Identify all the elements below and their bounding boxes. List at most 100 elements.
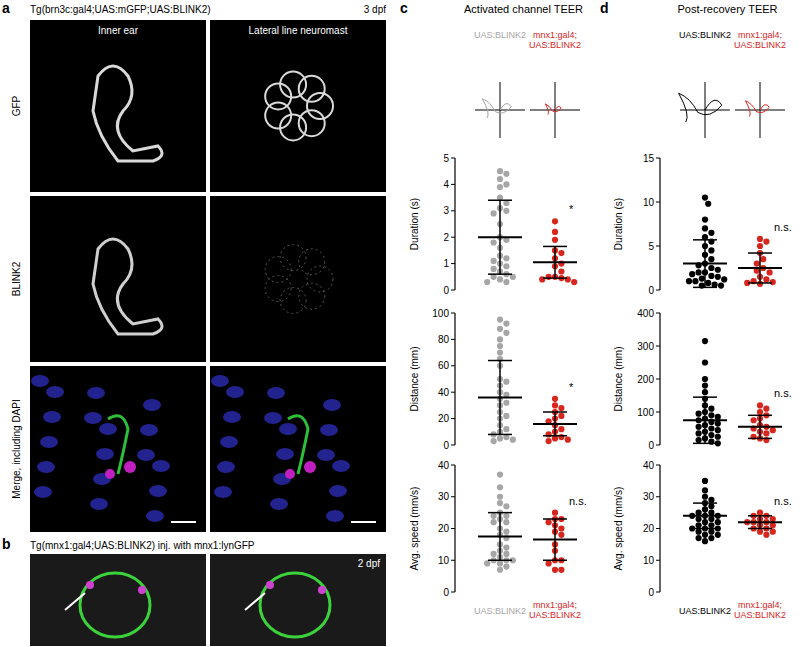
nucleus (31, 375, 49, 387)
dot (696, 522, 702, 528)
dot (696, 424, 702, 430)
y-tick-label: 40 (438, 387, 450, 398)
dot (552, 218, 558, 224)
dot (702, 478, 708, 484)
dot (692, 278, 698, 284)
dot (760, 256, 766, 262)
y-tick-label: 80 (438, 334, 450, 345)
dot (702, 383, 708, 389)
cell-outline (299, 76, 325, 102)
dot (558, 434, 564, 440)
nucleus (87, 387, 105, 399)
blink2-signal (138, 586, 146, 594)
sd-bar (499, 513, 501, 561)
y-tick-label: 200 (637, 374, 654, 385)
y-tick-label: 0 (648, 285, 654, 296)
dot (705, 280, 711, 286)
dot (696, 516, 702, 522)
dot (770, 529, 776, 535)
sd-bar (554, 519, 556, 560)
nucleus (34, 486, 52, 498)
dot (708, 256, 714, 262)
x-label: UAS:BLINK2 (474, 606, 526, 616)
dot (757, 243, 763, 249)
sd-cap (543, 411, 567, 413)
dot (497, 500, 503, 506)
y-tick (656, 496, 660, 497)
y-tick-label: 10 (438, 555, 450, 566)
dot (770, 427, 776, 433)
chart: 010203040Avg. speed (mm/s)n.s. (613, 460, 792, 598)
dot (708, 425, 714, 431)
sd-cap (488, 434, 512, 436)
dot (497, 484, 503, 490)
group-label: mnx1:gal4;UAS:BLINK2 (734, 30, 786, 50)
dot (715, 434, 721, 440)
dot (708, 510, 714, 516)
dot (763, 430, 769, 436)
dot (558, 413, 564, 419)
dot (708, 412, 714, 418)
sd-cap (543, 246, 567, 248)
y-tick-label: 40 (643, 460, 655, 471)
y-tick (656, 528, 660, 529)
sd-cap (488, 199, 512, 201)
y-tick-label: 40 (438, 460, 450, 471)
dot (497, 276, 503, 282)
y-tick (656, 465, 660, 466)
y-tick-label: 3 (443, 205, 449, 216)
dot (503, 544, 509, 550)
dot (702, 389, 708, 395)
dot (484, 560, 490, 566)
dot (497, 494, 503, 500)
chart: 010203040Avg. speed (mm/s)n.s. (409, 460, 587, 598)
dot (497, 560, 503, 566)
y-tick (656, 412, 660, 413)
dot (558, 268, 564, 274)
y-tick (656, 290, 660, 291)
dot (696, 535, 702, 541)
significance: n.s. (774, 495, 792, 507)
y-tick-label: 400 (637, 308, 654, 319)
sd-cap (543, 277, 567, 279)
significance: n.s. (774, 387, 792, 399)
y-tick-label: 300 (637, 341, 654, 352)
group-label: UAS:BLINK2 (679, 30, 731, 40)
y-tick-label: 0 (443, 587, 449, 598)
dot (757, 402, 763, 408)
cell-outline (280, 72, 306, 98)
sd-cap (488, 273, 512, 275)
y-tick (451, 339, 455, 340)
micrograph (30, 20, 206, 192)
dot (552, 237, 558, 243)
stage: 2 dpf (358, 558, 380, 569)
dot (702, 532, 708, 538)
y-tick-label: 30 (643, 491, 655, 502)
dot (497, 435, 503, 441)
nucleus (214, 486, 232, 498)
y-label: Avg. speed (mm/s) (613, 487, 624, 571)
sd-bar (704, 397, 706, 443)
nucleus (43, 411, 61, 423)
dot (696, 437, 702, 443)
group-label: UAS:BLINK2 (474, 30, 526, 40)
blink2-signal (285, 469, 295, 479)
panel-title: Post-recovery TEER (677, 3, 777, 15)
column-label: Inner ear (98, 25, 139, 36)
y-tick-label: 5 (443, 153, 449, 164)
sd-cap (543, 560, 567, 562)
dot (708, 529, 714, 535)
y-tick (451, 158, 455, 159)
y-tick (656, 158, 660, 159)
dot (715, 420, 721, 426)
arrow (245, 593, 265, 610)
nucleus (149, 485, 167, 497)
sd-cap (693, 239, 717, 241)
y-tick-label: 0 (648, 587, 654, 598)
y-tick (451, 263, 455, 264)
dot (558, 250, 564, 256)
sd-bar (499, 200, 501, 274)
cell-outline (307, 266, 333, 292)
trajectory (679, 93, 722, 122)
y-tick-label: 5 (648, 241, 654, 252)
